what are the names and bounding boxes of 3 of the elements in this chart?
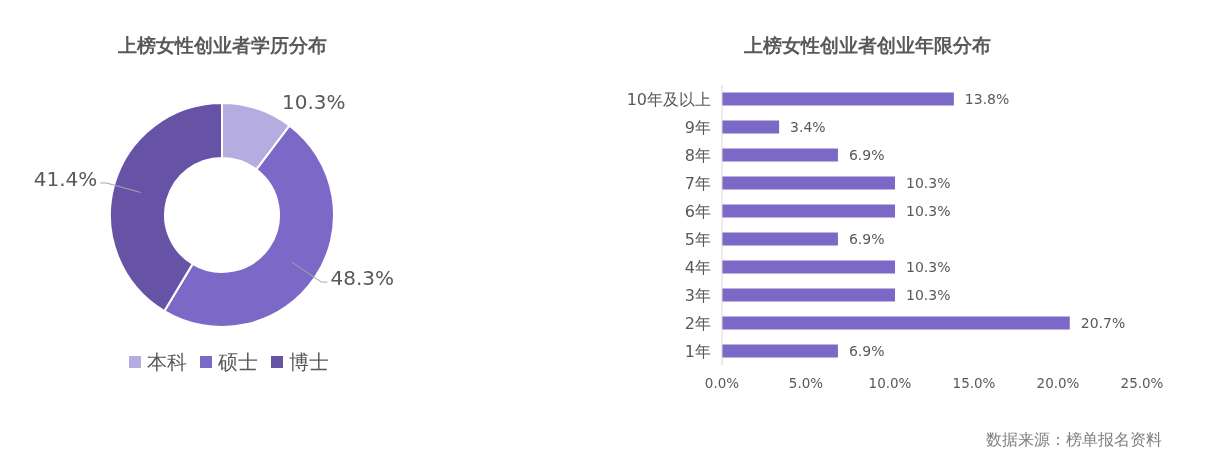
title: 上榜女性创业者学历分布 (117, 34, 327, 56)
title: 上榜女性创业者创业年限分布 (743, 34, 991, 56)
annotation: 数据来源：榜单报名资料 (986, 429, 1162, 449)
